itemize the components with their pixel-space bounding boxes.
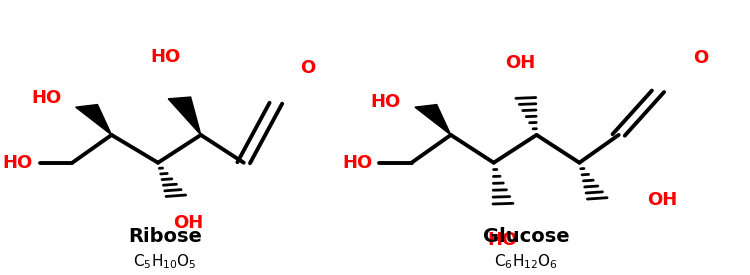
Text: OH: OH [647, 191, 677, 209]
Text: HO: HO [370, 93, 400, 111]
Polygon shape [415, 104, 451, 135]
Text: HO: HO [3, 154, 33, 172]
Text: HO: HO [488, 232, 518, 249]
Text: Ribose: Ribose [128, 227, 202, 246]
Text: HO: HO [32, 89, 62, 107]
Text: O: O [300, 59, 316, 76]
Text: Glucose: Glucose [482, 227, 569, 246]
Polygon shape [168, 97, 201, 135]
Text: OH: OH [505, 54, 536, 72]
Text: OH: OH [173, 214, 204, 232]
Text: C$_5$H$_{10}$O$_5$: C$_5$H$_{10}$O$_5$ [134, 252, 197, 271]
Text: HO: HO [150, 48, 180, 66]
Text: HO: HO [342, 154, 372, 172]
Text: O: O [693, 49, 709, 67]
Text: C$_6$H$_{12}$O$_6$: C$_6$H$_{12}$O$_6$ [494, 252, 558, 271]
Polygon shape [76, 104, 112, 135]
